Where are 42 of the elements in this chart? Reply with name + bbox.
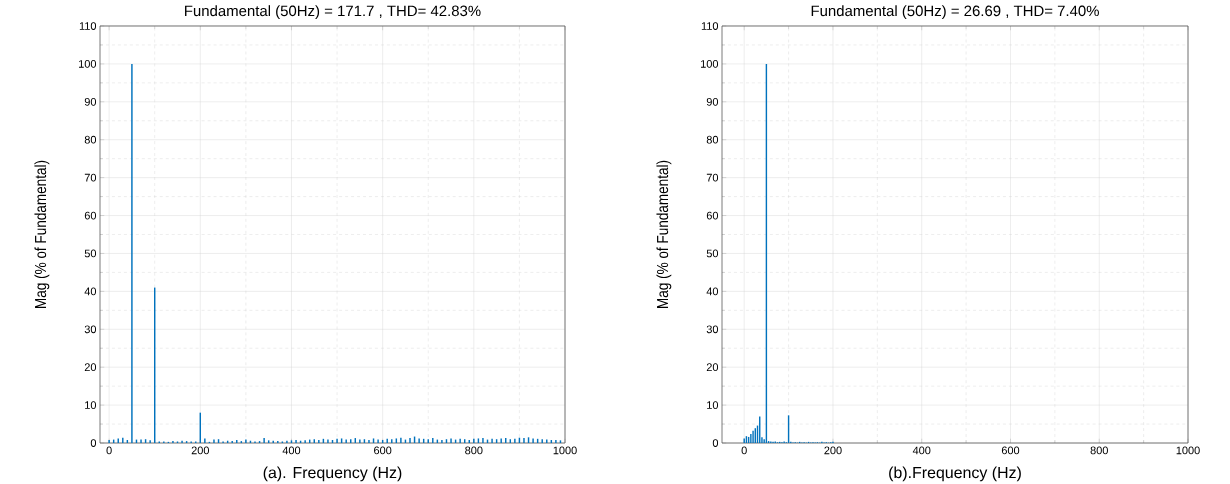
y-tick-label: 70 <box>84 173 97 182</box>
y-tick-label: 80 <box>84 135 97 144</box>
y-tick-label: 20 <box>706 363 719 372</box>
y-tick-label: 40 <box>84 287 97 296</box>
y-tick-label: 60 <box>84 211 97 220</box>
x-tick-label: 800 <box>465 446 483 455</box>
y-tick-label: 30 <box>84 325 97 334</box>
y-axis-title: Mag (% of Fundamental) <box>656 160 672 308</box>
y-axis-title: Mag (% of Fundamental) <box>34 160 50 308</box>
x-tick-label: 200 <box>191 446 209 455</box>
x-tick-label: 1000 <box>1176 446 1200 455</box>
x-tick-label: 600 <box>374 446 392 455</box>
chart-title: Fundamental (50Hz) = 26.69 , THD= 7.40% <box>811 5 1099 20</box>
y-tick-label: 10 <box>707 401 719 409</box>
x-tick-label: 400 <box>912 446 931 455</box>
y-tick-label: 10 <box>85 401 97 409</box>
y-tick-label: 40 <box>706 287 719 296</box>
y-tick-label: 90 <box>706 97 719 106</box>
x-tick-label: 0 <box>741 446 747 455</box>
x-tick-label: 200 <box>824 446 842 455</box>
chart-title: Fundamental (50Hz) = 171.7 , THD= 42.83% <box>185 5 481 20</box>
y-tick-label: 70 <box>706 173 719 182</box>
y-tick-label: 110 <box>79 22 97 30</box>
x-axis-title: (b).Frequency (Hz) <box>889 466 1021 482</box>
y-tick-label: 100 <box>79 60 97 68</box>
x-tick-label: 0 <box>106 446 112 455</box>
x-tick-label: 800 <box>1090 446 1108 455</box>
y-tick-label: 50 <box>84 249 97 258</box>
y-tick-label: 0 <box>712 439 719 447</box>
y-tick-label: 80 <box>706 135 719 144</box>
x-tick-label: 1000 <box>553 446 577 455</box>
x-axis-title: (a). Frequency (Hz) <box>263 466 402 482</box>
y-tick-label: 20 <box>84 363 97 372</box>
y-tick-label: 30 <box>706 325 719 334</box>
y-tick-label: 0 <box>90 439 97 447</box>
y-tick-label: 60 <box>706 211 719 220</box>
y-tick-label: 100 <box>701 60 719 68</box>
x-tick-label: 400 <box>282 446 301 455</box>
y-tick-label: 110 <box>701 22 719 30</box>
y-tick-label: 90 <box>84 97 97 106</box>
y-tick-label: 50 <box>706 249 719 258</box>
x-tick-label: 600 <box>1001 446 1020 455</box>
